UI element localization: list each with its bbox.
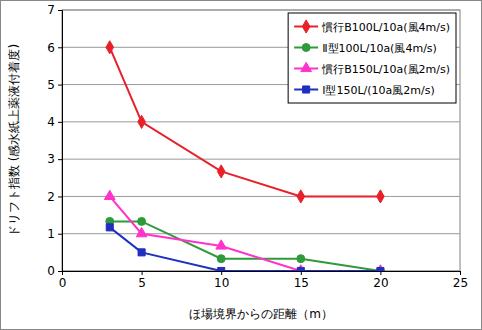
- y-tick: 0: [47, 264, 62, 278]
- legend-box: [288, 13, 456, 103]
- y-tick-mark: [58, 10, 62, 11]
- y-tick: 7: [47, 3, 62, 17]
- legend-item: 慣行B100L/10a(風4m/s): [294, 20, 450, 34]
- y-tick-mark: [58, 196, 62, 197]
- series-marker: [106, 41, 114, 54]
- series-marker: [106, 224, 113, 231]
- series-marker: [376, 267, 384, 271]
- legend-item: Ⅰ型150L/(10a風2m/s): [294, 84, 435, 97]
- series-marker: [375, 265, 386, 271]
- x-tick: 20: [373, 271, 388, 290]
- x-axis: 0 5 10 15 20 25: [59, 271, 468, 290]
- y-tick-mark: [58, 159, 62, 160]
- x-tick-mark: [221, 271, 222, 275]
- x-tick-label: 10: [214, 276, 229, 290]
- y-tick-label: 5: [47, 78, 55, 92]
- legend-label: Ⅰ型150L/(10a風2m/s): [322, 84, 435, 97]
- x-tick-label: 15: [294, 276, 309, 290]
- legend-marker: [303, 86, 310, 93]
- x-tick-label: 5: [138, 276, 146, 290]
- x-tick-label: 0: [59, 276, 67, 290]
- x-tick-mark: [460, 271, 461, 275]
- y-tick: 3: [47, 152, 62, 166]
- series: [104, 190, 385, 271]
- y-axis-line: [58, 11, 63, 272]
- x-tick-label: 20: [373, 276, 388, 290]
- y-axis: 0 1 2 3 4 5 6 7: [47, 3, 62, 278]
- series-line: [110, 221, 381, 271]
- series-marker: [138, 217, 146, 225]
- series: [106, 224, 384, 271]
- plot-frame: [62, 10, 460, 271]
- y-tick-mark: [58, 122, 62, 123]
- y-tick: 5: [47, 78, 62, 92]
- plot: 0 5 10 15 20 25 0 1 2 3 4 5 6 7 慣行B100L/10a(風4m/s) Ⅱ型10…: [47, 3, 468, 289]
- grid-line: [62, 159, 460, 160]
- x-axis-line: [63, 272, 461, 276]
- series-marker: [136, 228, 147, 237]
- x-tick: 15: [294, 271, 309, 290]
- legend-item: 慣行B150L/10a(風2m/s): [294, 62, 450, 75]
- y-tick-mark: [58, 85, 62, 86]
- chart-border: [1, 1, 482, 330]
- series-marker: [217, 255, 225, 263]
- y-tick-label: 7: [47, 3, 55, 17]
- y-tick-mark: [58, 47, 62, 48]
- y-tick-mark: [58, 234, 62, 235]
- x-tick-mark: [142, 271, 143, 275]
- series-marker: [216, 240, 227, 249]
- series-marker: [297, 267, 304, 271]
- series-marker: [377, 190, 385, 203]
- grid-line: [62, 233, 460, 234]
- series-marker: [218, 267, 225, 271]
- legend-label: 慣行B150L/10a(風2m/s): [321, 63, 450, 76]
- series-line: [110, 196, 381, 271]
- series-marker: [104, 190, 115, 199]
- series-marker: [138, 249, 145, 256]
- series-marker: [138, 115, 146, 128]
- y-tick-label: 6: [47, 41, 55, 55]
- grid-line: [62, 196, 460, 197]
- x-axis-title: ほ場境界からの距離（m）: [189, 307, 333, 321]
- series-line: [110, 227, 381, 271]
- x-tick: 5: [138, 271, 146, 290]
- x-tick: 0: [59, 271, 67, 290]
- series-marker: [217, 165, 225, 178]
- y-tick: 4: [47, 115, 62, 129]
- legend-marker: [302, 44, 310, 52]
- legend-marker: [301, 62, 312, 71]
- y-tick-label: 0: [47, 264, 55, 278]
- x-tick-mark: [301, 271, 302, 275]
- legend: 慣行B100L/10a(風4m/s) Ⅱ型100L/10a(風4m/s) 慣行B15…: [288, 13, 456, 103]
- y-tick: 2: [47, 190, 62, 204]
- y-tick-mark: [58, 271, 62, 272]
- grid-line: [62, 121, 460, 122]
- y-tick: 1: [47, 227, 62, 241]
- y-tick-label: 2: [47, 190, 55, 204]
- y-axis-title: ドリフト指数 (感水紙上薬液付着度): [7, 44, 21, 237]
- legend-label: Ⅱ型100L/10a(風4m/s): [322, 42, 437, 55]
- y-tick-label: 4: [47, 115, 55, 129]
- x-tick-mark: [380, 271, 381, 275]
- series: [106, 217, 385, 271]
- chart-svg: 0 5 10 15 20 25 0 1 2 3 4 5 6 7 慣行B100L/10a(風4m/s) Ⅱ型10…: [0, 0, 482, 330]
- series-marker: [297, 190, 305, 203]
- y-tick: 6: [47, 41, 62, 55]
- series-marker: [297, 255, 305, 263]
- x-tick: 10: [214, 271, 229, 290]
- x-tick: 25: [453, 271, 468, 290]
- series-marker: [377, 267, 384, 271]
- series-marker: [295, 265, 306, 271]
- legend-item: Ⅱ型100L/10a(風4m/s): [294, 42, 437, 55]
- x-tick-label: 25: [453, 276, 468, 290]
- grid-line: [62, 10, 460, 11]
- grid: [62, 10, 460, 271]
- y-tick-label: 3: [47, 152, 55, 166]
- legend-label: 慣行B100L/10a(風4m/s): [321, 21, 450, 34]
- y-tick-label: 1: [47, 227, 55, 241]
- legend-marker: [302, 20, 310, 33]
